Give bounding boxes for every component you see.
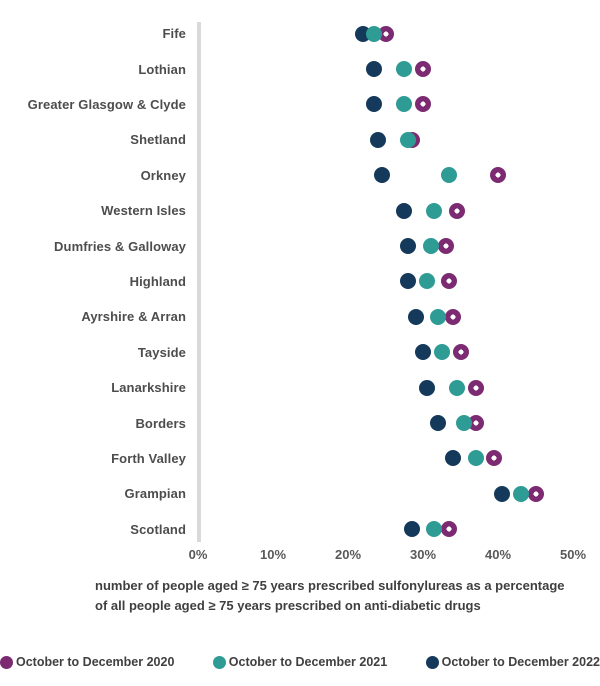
data-point-dot-navy bbox=[407, 308, 424, 325]
data-point-dot-purple bbox=[448, 202, 465, 219]
legend-item: October to December 2021 bbox=[212, 655, 388, 669]
data-point-dot-purple bbox=[377, 25, 394, 42]
data-point-dot-teal bbox=[467, 450, 484, 467]
chart-caption: number of people aged ≥ 75 years prescri… bbox=[95, 578, 565, 613]
data-point-dot-purple bbox=[486, 450, 503, 467]
x-tick-label: 40% bbox=[484, 547, 512, 562]
data-point-dot-purple bbox=[490, 167, 506, 184]
data-point-dot-navy bbox=[415, 344, 431, 361]
data-point-dot-purple bbox=[437, 238, 454, 255]
data-point-dot-navy bbox=[396, 202, 413, 219]
category-label: Greater Glasgow & Clyde bbox=[27, 96, 186, 112]
category-label: Grampian bbox=[124, 486, 186, 502]
data-point-dot-navy bbox=[366, 61, 383, 78]
data-point-dot-teal bbox=[430, 308, 446, 325]
data-point-dot-teal bbox=[448, 379, 465, 396]
chart-row: Scotland bbox=[0, 512, 600, 547]
data-point-dot-teal bbox=[456, 415, 473, 432]
x-axis-ticks: 0% 10% 20% 30% 40% 50% bbox=[0, 547, 600, 567]
category-label: Scotland bbox=[130, 521, 186, 537]
legend-dot-icon bbox=[0, 655, 13, 669]
data-point-dot-teal bbox=[441, 167, 458, 184]
chart-row: Fife bbox=[0, 16, 600, 51]
x-tick-label: 50% bbox=[559, 547, 587, 562]
category-label: Western Isles bbox=[101, 203, 186, 219]
chart-row: Lothian bbox=[0, 51, 600, 86]
data-point-dot-navy bbox=[370, 131, 386, 148]
data-point-dot-purple bbox=[467, 379, 484, 396]
chart-row: Borders bbox=[0, 405, 600, 440]
data-point-dot-teal bbox=[366, 25, 383, 42]
legend-item: October to December 2022 bbox=[425, 655, 600, 669]
chart-legend: October to December 2020 October to Decem… bbox=[0, 649, 600, 675]
legend-dot-icon bbox=[212, 655, 226, 669]
chart-row: Orkney bbox=[0, 158, 600, 193]
data-point-dot-purple bbox=[527, 485, 544, 502]
data-point-dot-navy bbox=[418, 379, 435, 396]
data-point-dot-navy bbox=[400, 238, 416, 255]
data-point-dot-navy bbox=[373, 167, 390, 184]
data-point-dot-navy bbox=[403, 521, 420, 538]
category-label: Tayside bbox=[137, 344, 186, 360]
data-point-dot-navy bbox=[493, 485, 510, 502]
chart-row: Grampian bbox=[0, 476, 600, 511]
data-point-dot-teal bbox=[418, 273, 435, 290]
data-point-dot-teal bbox=[426, 521, 443, 538]
chart-row: Tayside bbox=[0, 335, 600, 370]
data-point-dot-navy bbox=[400, 273, 416, 290]
data-point-dot-purple bbox=[415, 61, 431, 78]
data-point-dot-teal bbox=[433, 344, 450, 361]
data-point-dot-purple bbox=[467, 415, 484, 432]
legend-item: October to December 2020 bbox=[0, 655, 174, 669]
data-point-dot-purple bbox=[445, 308, 461, 325]
chart-row: Shetland bbox=[0, 122, 600, 157]
chart-row: Greater Glasgow & Clyde bbox=[0, 87, 600, 122]
x-tick-label: 30% bbox=[409, 547, 437, 562]
category-label: Lothian bbox=[138, 61, 186, 77]
category-label: Orkney bbox=[140, 167, 186, 183]
chart-row: Forth Valley bbox=[0, 441, 600, 476]
data-point-dot-navy bbox=[445, 450, 461, 467]
y-axis-line bbox=[197, 22, 201, 542]
legend-label: October to December 2020 bbox=[16, 655, 175, 669]
category-label: Dumfries & Galloway bbox=[54, 238, 186, 254]
legend-dot-icon bbox=[425, 655, 439, 669]
chart-row: Ayrshire & Arran bbox=[0, 299, 600, 334]
data-point-dot-navy bbox=[366, 96, 383, 113]
legend-label: October to December 2021 bbox=[228, 655, 388, 669]
category-label: Borders bbox=[135, 415, 186, 431]
chart-row: Highland bbox=[0, 264, 600, 299]
category-label: Lanarkshire bbox=[111, 380, 186, 396]
x-tick-label: 10% bbox=[259, 547, 287, 562]
data-point-dot-purple bbox=[441, 273, 458, 290]
legend-label: October to December 2022 bbox=[441, 655, 600, 669]
dot-plot-area: Fife Lothian Greater Glasgow & Clyde Shetla… bbox=[0, 16, 600, 547]
category-label: Ayrshire & Arran bbox=[81, 309, 186, 325]
chart-row: Lanarkshire bbox=[0, 370, 600, 405]
chart-row: Dumfries & Galloway bbox=[0, 228, 600, 263]
data-point-dot-purple bbox=[441, 521, 458, 538]
category-label: Shetland bbox=[130, 132, 186, 148]
chart-row: Western Isles bbox=[0, 193, 600, 228]
data-point-dot-teal bbox=[422, 238, 439, 255]
data-point-dot-teal bbox=[512, 485, 529, 502]
data-point-dot-teal bbox=[396, 96, 413, 113]
category-label: Forth Valley bbox=[111, 450, 186, 466]
category-label: Fife bbox=[162, 26, 186, 42]
x-tick-label: 0% bbox=[188, 547, 208, 562]
x-tick-label: 20% bbox=[334, 547, 362, 562]
data-point-dot-teal bbox=[400, 131, 416, 148]
category-label: Highland bbox=[129, 273, 186, 289]
data-point-dot-teal bbox=[396, 61, 413, 78]
data-point-dot-purple bbox=[452, 344, 469, 361]
data-point-dot-purple bbox=[415, 96, 431, 113]
data-point-dot-navy bbox=[430, 415, 446, 432]
data-point-dot-teal bbox=[426, 202, 443, 219]
